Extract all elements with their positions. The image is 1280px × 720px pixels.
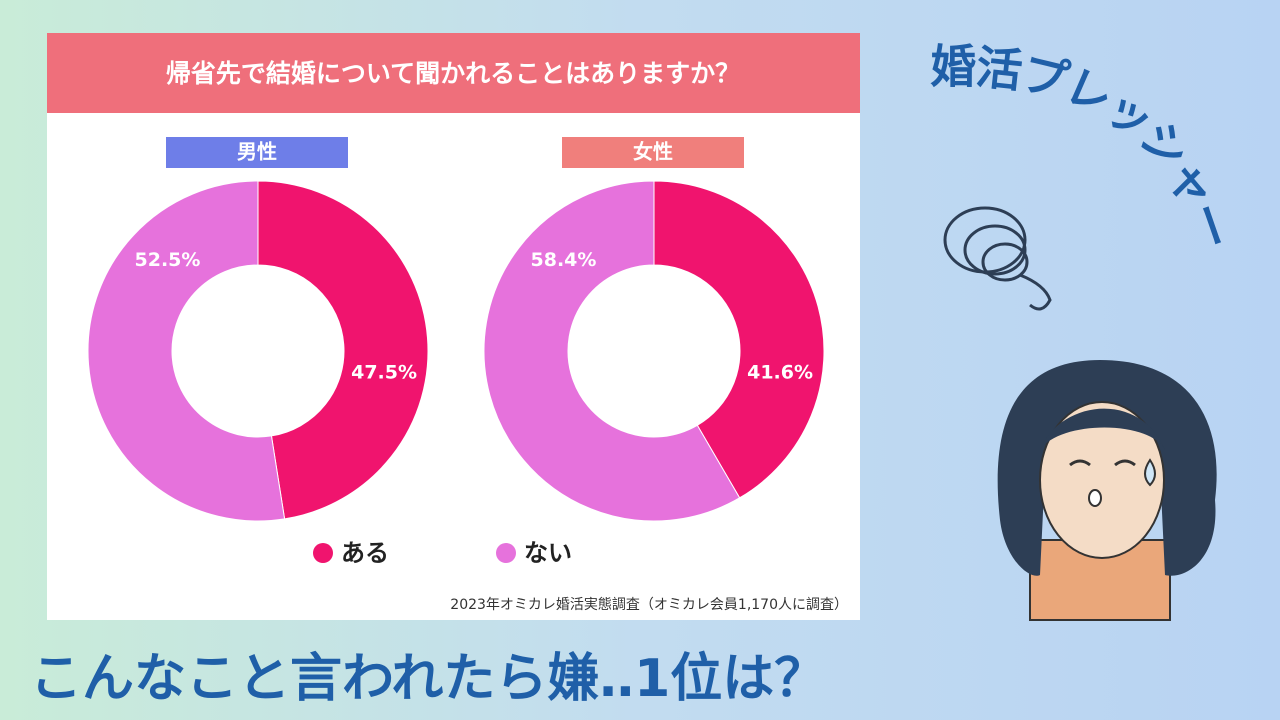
chart-label: 女性: [633, 140, 673, 164]
pie-slice: [483, 180, 741, 522]
chart-label-box: [562, 137, 744, 168]
chart-panel: [47, 33, 860, 620]
pie-slice: [653, 180, 825, 499]
legend-label: ある: [341, 539, 389, 567]
value-label: 41.6%: [747, 362, 813, 384]
pie-slice: [257, 180, 429, 520]
title-bar: [47, 33, 860, 113]
legend-swatch: [313, 543, 333, 563]
value-label: 47.5%: [351, 362, 417, 384]
value-label: 52.5%: [135, 249, 201, 271]
chart-label: 男性: [237, 140, 277, 164]
value-label: 58.4%: [531, 249, 597, 271]
headline: こんなこと言われたら嫌‥1位は？: [30, 649, 826, 709]
source-note: 2023年オミカレ婚活実態調査（オミカレ会員1,170人に調査）: [450, 597, 848, 613]
pie-slice: [87, 180, 286, 522]
chart-label-box: [166, 137, 348, 168]
legend-swatch: [496, 543, 516, 563]
question-title: 帰省先で結婚について聞かれることはありますか？: [166, 59, 740, 88]
worry-scribble: [943, 206, 1052, 311]
legend-label: ない: [524, 539, 572, 567]
girl-illustration: [997, 360, 1217, 621]
